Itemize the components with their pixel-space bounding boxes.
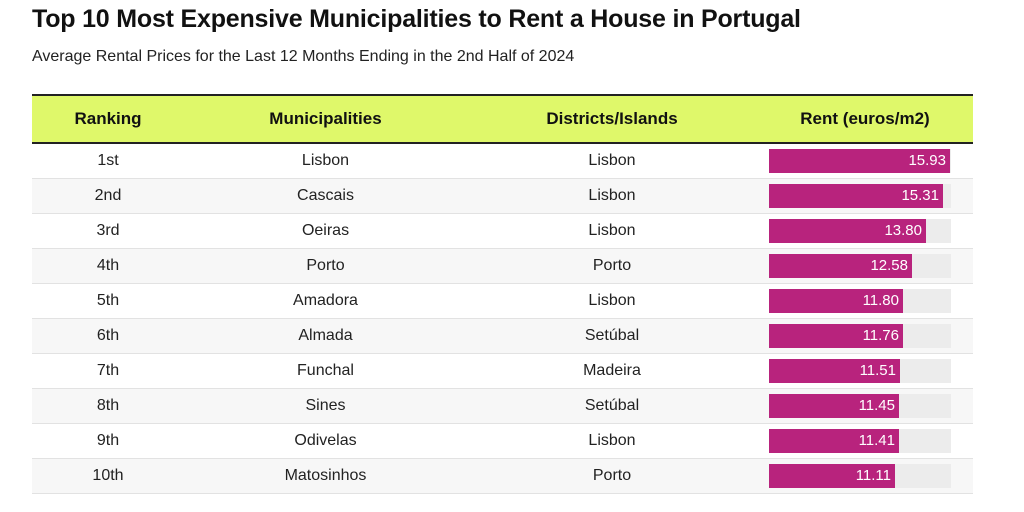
district-cell: Lisbon	[588, 432, 636, 449]
municipality-cell: Almada	[298, 327, 353, 344]
chart-title: Top 10 Most Expensive Municipalities to …	[32, 5, 801, 33]
municipality-cell: Cascais	[297, 187, 354, 204]
rent-bar-cell: 12.58	[757, 249, 973, 283]
rent-value-label: 11.76	[862, 327, 899, 344]
rank-cell: 4th	[96, 257, 120, 274]
rent-bar-cell: 11.80	[757, 284, 973, 318]
table-header: Ranking Municipalities Districts/Islands…	[32, 94, 973, 144]
rent-bar: 15.31	[769, 184, 943, 208]
rent-bar: 11.11	[769, 464, 895, 488]
rank-cell: 3rd	[96, 222, 120, 239]
rank-cell: 2nd	[94, 187, 122, 204]
header-municipalities: Municipalities	[269, 109, 382, 128]
rent-value-label: 11.80	[862, 292, 899, 309]
rank-cell: 7th	[96, 362, 120, 379]
rent-bar-track: 11.45	[769, 394, 951, 418]
rent-value-label: 11.41	[858, 432, 895, 449]
rent-bar-cell: 13.80	[757, 214, 973, 248]
table-body: 1st Lisbon Lisbon 15.93 2nd Cascais Lisbon 15.3…	[32, 144, 973, 494]
rent-bar-track: 11.80	[769, 289, 951, 313]
rent-bar: 11.45	[769, 394, 899, 418]
rent-value-label: 12.58	[870, 257, 908, 274]
rent-value-label: 15.93	[908, 152, 946, 169]
rent-bar-track: 11.11	[769, 464, 951, 488]
rent-bar-track: 15.93	[769, 149, 951, 173]
table-row: 3rd Oeiras Lisbon 13.80	[32, 214, 973, 249]
rent-bar-cell: 11.41	[757, 424, 973, 458]
rent-bar-cell: 11.11	[757, 459, 973, 493]
rent-bar-track: 12.58	[769, 254, 951, 278]
district-cell: Lisbon	[588, 222, 636, 239]
rent-bar-cell: 15.31	[757, 179, 973, 213]
rent-value-label: 11.11	[855, 467, 891, 484]
header-ranking: Ranking	[74, 109, 142, 128]
municipality-cell: Funchal	[297, 362, 354, 379]
table-row: 8th Sines Setúbal 11.45	[32, 389, 973, 424]
municipality-cell: Amadora	[293, 292, 358, 309]
table-row: 6th Almada Setúbal 11.76	[32, 319, 973, 354]
rent-bar: 11.76	[769, 324, 903, 348]
district-cell: Lisbon	[588, 152, 636, 169]
table-row: 5th Amadora Lisbon 11.80	[32, 284, 973, 319]
rent-bar-track: 11.76	[769, 324, 951, 348]
rank-cell: 8th	[96, 397, 120, 414]
rent-bar-track: 13.80	[769, 219, 951, 243]
rent-value-label: 13.80	[884, 222, 922, 239]
district-cell: Lisbon	[588, 292, 636, 309]
rank-cell: 6th	[96, 327, 120, 344]
rent-bar: 15.93	[769, 149, 950, 173]
district-cell: Porto	[592, 257, 632, 274]
rent-bar-track: 11.41	[769, 429, 951, 453]
district-cell: Madeira	[583, 362, 641, 379]
header-districts: Districts/Islands	[546, 109, 678, 128]
district-cell: Setúbal	[584, 327, 640, 344]
district-cell: Lisbon	[588, 187, 636, 204]
municipality-cell: Sines	[305, 397, 346, 414]
district-cell: Setúbal	[584, 397, 640, 414]
rent-value-label: 11.51	[859, 362, 896, 379]
rank-cell: 10th	[92, 467, 124, 484]
table-row: 9th Odivelas Lisbon 11.41	[32, 424, 973, 459]
rent-bar-track: 11.51	[769, 359, 951, 383]
rent-bar-track: 15.31	[769, 184, 951, 208]
chart-subtitle: Average Rental Prices for the Last 12 Mo…	[32, 48, 575, 65]
municipality-cell: Lisbon	[301, 152, 350, 169]
rent-bar: 11.41	[769, 429, 899, 453]
rent-bar: 13.80	[769, 219, 926, 243]
municipality-cell: Matosinhos	[284, 467, 367, 484]
municipality-cell: Oeiras	[301, 222, 350, 239]
rent-bar: 11.80	[769, 289, 903, 313]
rent-table: Ranking Municipalities Districts/Islands…	[32, 94, 973, 494]
rent-bar: 12.58	[769, 254, 912, 278]
table-row: 7th Funchal Madeira 11.51	[32, 354, 973, 389]
table-row: 4th Porto Porto 12.58	[32, 249, 973, 284]
rent-value-label: 11.45	[858, 397, 895, 414]
rank-cell: 9th	[96, 432, 120, 449]
rent-bar: 11.51	[769, 359, 900, 383]
municipality-cell: Porto	[306, 257, 345, 274]
rent-bar-cell: 11.51	[757, 354, 973, 388]
table-row: 10th Matosinhos Porto 11.11	[32, 459, 973, 494]
rank-cell: 5th	[96, 292, 120, 309]
table-row: 2nd Cascais Lisbon 15.31	[32, 179, 973, 214]
rank-cell: 1st	[97, 152, 119, 169]
header-rent: Rent (euros/m2)	[800, 109, 930, 128]
rent-bar-cell: 15.93	[757, 144, 973, 178]
rent-value-label: 15.31	[901, 187, 939, 204]
rent-bar-cell: 11.45	[757, 389, 973, 423]
district-cell: Porto	[592, 467, 632, 484]
rent-bar-cell: 11.76	[757, 319, 973, 353]
table-row: 1st Lisbon Lisbon 15.93	[32, 144, 973, 179]
municipality-cell: Odivelas	[294, 432, 357, 449]
